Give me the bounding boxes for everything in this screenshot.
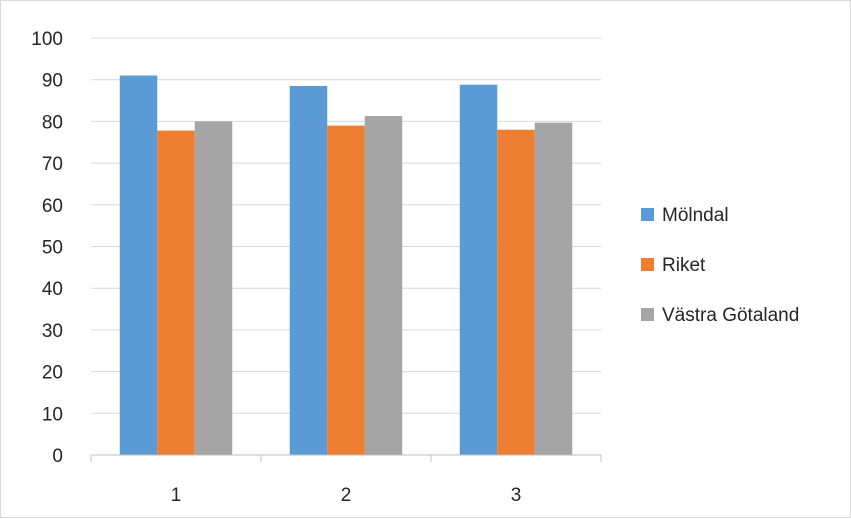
legend-swatch (641, 208, 654, 221)
y-tick-label: 100 (31, 29, 63, 50)
bar-mölndal-2 (289, 85, 328, 455)
x-tick-label: 3 (511, 485, 522, 506)
y-tick-label: 20 (42, 363, 63, 384)
legend-swatch (641, 258, 654, 271)
x-tick-label: 1 (171, 485, 182, 506)
y-tick-label: 10 (42, 404, 63, 425)
bar-riket-3 (497, 129, 535, 456)
x-tick-label: 2 (341, 485, 352, 506)
legend-label: Mölndal (662, 205, 729, 226)
bar-riket-1 (157, 130, 195, 455)
y-tick-label: 0 (52, 446, 63, 467)
bar-mölndal-1 (119, 75, 158, 455)
y-tick-label: 70 (42, 154, 63, 175)
bar-riket-2 (327, 125, 365, 455)
bars (119, 75, 573, 456)
bar-västra-götaland-1 (194, 121, 233, 456)
axes: 0 10 20 30 40 50 60 70 80 90 100 1 2 3 (31, 29, 602, 506)
legend-label: Västra Götaland (662, 305, 799, 326)
y-tick-label: 80 (42, 112, 63, 133)
y-tick-label: 40 (42, 279, 63, 300)
legend: Mölndal Riket Västra Götaland (641, 205, 799, 326)
bar-västra-götaland-3 (534, 122, 573, 455)
y-tick-label: 50 (42, 238, 63, 259)
bar-västra-götaland-2 (364, 115, 403, 455)
y-tick-label: 30 (42, 321, 63, 342)
y-tick-label: 90 (42, 71, 63, 92)
y-tick-label: 60 (42, 196, 63, 217)
legend-swatch (641, 308, 654, 321)
bar-mölndal-3 (459, 84, 498, 455)
legend-label: Riket (662, 255, 706, 276)
